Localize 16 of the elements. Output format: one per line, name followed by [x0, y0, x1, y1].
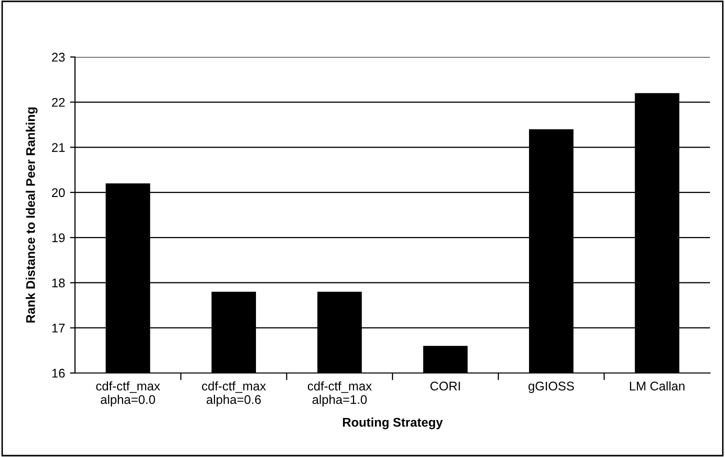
- x-tick-label: cdf-ctf_max alpha=1.0: [308, 381, 372, 406]
- x-tick-label: cdf-ctf_max alpha=0.6: [202, 381, 266, 406]
- y-tick-label: 18: [52, 278, 65, 288]
- y-tick-label: 22: [52, 98, 65, 107]
- y-tick-label: 16: [52, 368, 65, 378]
- y-axis-title: Rank Distance to Ideal Peer Ranking: [26, 107, 38, 323]
- y-tick-label: 23: [52, 52, 65, 62]
- x-tick-label: LM Callan: [630, 381, 684, 391]
- y-tick-label: 19: [52, 233, 65, 242]
- x-axis-title: Routing Strategy: [342, 418, 443, 430]
- y-tick-label: 17: [52, 324, 65, 332]
- x-tick-label: CORI: [430, 382, 460, 391]
- y-tick-label: 20: [52, 188, 65, 198]
- y-tick-label: 21: [52, 143, 65, 152]
- x-tick-label: gGIOSS: [528, 382, 574, 393]
- x-tick-label: cdf-ctf_max alpha=0.0: [96, 381, 160, 406]
